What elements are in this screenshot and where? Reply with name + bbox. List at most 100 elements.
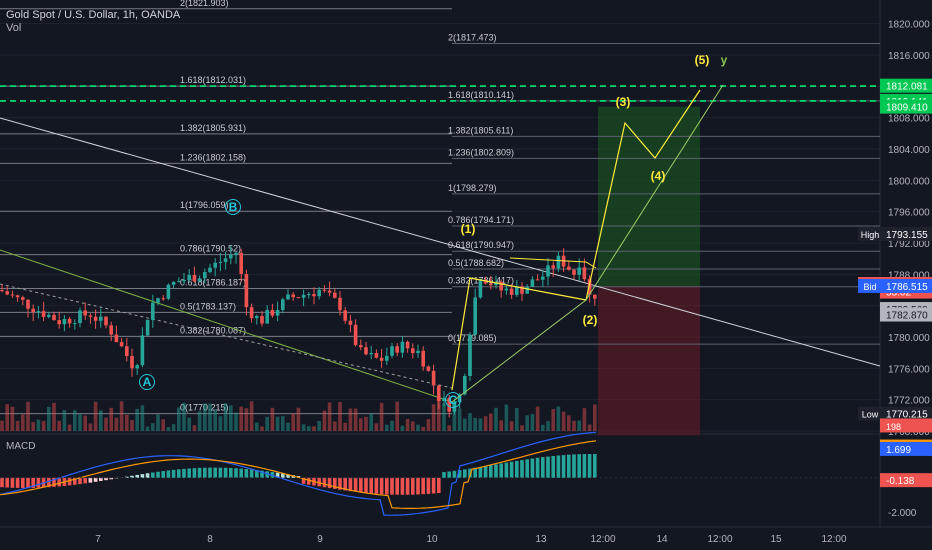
price-tick: 1796.000: [888, 208, 930, 219]
macd-histogram-bar: [130, 475, 134, 478]
fib-level-label: 1.618(1810.141): [448, 90, 514, 100]
volume-bar: [452, 402, 457, 431]
volume-bar: [41, 420, 46, 431]
macd-value: 1.699: [886, 445, 911, 456]
volume-bar: [546, 421, 550, 431]
price-label-tag: Bid: [863, 282, 876, 292]
volume-bar: [291, 413, 295, 431]
time-tick: 12:00: [707, 534, 732, 545]
macd-histogram-bar: [504, 462, 509, 478]
volume-bar: [156, 414, 160, 431]
volume-bar: [249, 401, 254, 431]
price-label: 1782.870: [886, 311, 928, 322]
volume-bar: [551, 409, 555, 431]
price-label: 1809.410: [886, 103, 928, 114]
volume-bar: [405, 418, 410, 431]
fib-level-label: 2(1817.473): [448, 32, 497, 42]
candle: [504, 288, 509, 291]
macd-histogram-bar: [577, 454, 581, 478]
candle: [463, 375, 467, 395]
candle: [296, 297, 301, 299]
trendline: [0, 283, 453, 389]
candle: [15, 295, 20, 298]
macd-histogram-bar: [327, 477, 332, 489]
candle: [473, 297, 477, 335]
volume-bar: [369, 413, 373, 431]
volume-bar: [99, 410, 103, 431]
elliott-wave-path: [451, 89, 701, 391]
volume-bar: [395, 401, 399, 431]
candle: [57, 320, 61, 325]
volume-bar: [504, 404, 509, 431]
volume-bar: [171, 424, 176, 431]
candle: [83, 310, 87, 316]
candle: [530, 279, 535, 287]
macd-value: -0.138: [886, 476, 915, 487]
price-label: 53:02: [886, 288, 911, 299]
volume-bar: [535, 406, 540, 431]
candle: [572, 269, 576, 275]
macd-histogram-bar: [515, 460, 519, 478]
candle: [447, 397, 451, 412]
volume-bar: [0, 420, 4, 431]
time-tick: 12:00: [821, 534, 846, 545]
volume-bar: [520, 425, 524, 431]
fib-level-label: 0(1770.215): [180, 403, 229, 413]
macd-histogram-bar: [421, 477, 425, 495]
macd-histogram-bar: [520, 460, 524, 478]
macd-histogram-bar: [187, 468, 191, 478]
macd-histogram-bar: [166, 470, 171, 478]
volume-bar: [515, 408, 519, 431]
candle: [249, 307, 254, 319]
macd-histogram-bar: [307, 477, 311, 485]
volume-bar: [447, 425, 451, 431]
candle: [140, 335, 145, 366]
wave-label: (3): [616, 95, 631, 109]
macd-histogram-bar: [281, 473, 285, 478]
candle: [109, 325, 113, 335]
price-label-tag-bg: [858, 278, 882, 293]
volume-bar: [119, 401, 124, 431]
candle: [260, 316, 264, 324]
macd-histogram-bar: [437, 477, 441, 494]
macd-histogram-bar: [509, 461, 514, 478]
macd-histogram-bar: [229, 467, 233, 478]
volume-bar: [36, 419, 41, 431]
wave-label: A: [143, 375, 152, 389]
candle: [489, 283, 493, 286]
volume-bar: [255, 422, 259, 431]
candle: [348, 320, 353, 325]
volume-bar: [317, 420, 321, 431]
candle: [234, 252, 238, 255]
candle: [364, 347, 368, 355]
volume-bar: [244, 408, 249, 431]
volume-bar: [229, 405, 233, 431]
volume-bar: [468, 413, 472, 431]
candle: [265, 309, 269, 324]
volume-bar: [541, 424, 545, 431]
macd-histogram-bar: [21, 477, 25, 488]
macd-histogram-bar: [260, 470, 264, 478]
volume-bar: [411, 421, 415, 431]
candle: [416, 350, 420, 354]
macd-histogram-bar: [556, 455, 561, 478]
elliott-wave-path: [451, 84, 724, 403]
wave-label: C: [449, 393, 458, 407]
volume-bar: [265, 416, 269, 431]
fib-level-label: 0(1779.085): [448, 333, 497, 343]
macd-histogram-bar: [447, 471, 451, 478]
volume-bar: [223, 403, 228, 431]
macd-line: [0, 431, 597, 516]
macd-histogram-bar: [47, 477, 51, 488]
macd-histogram-bar: [431, 477, 436, 494]
candle: [187, 274, 191, 280]
macd-histogram-bar: [374, 477, 379, 494]
candle: [5, 291, 9, 295]
volume-bar: [109, 407, 113, 431]
macd-histogram-bar: [567, 454, 571, 478]
volume-bar: [73, 410, 77, 431]
macd-histogram-bar: [249, 469, 254, 478]
macd-histogram-bar: [177, 469, 181, 478]
candle: [317, 289, 321, 297]
